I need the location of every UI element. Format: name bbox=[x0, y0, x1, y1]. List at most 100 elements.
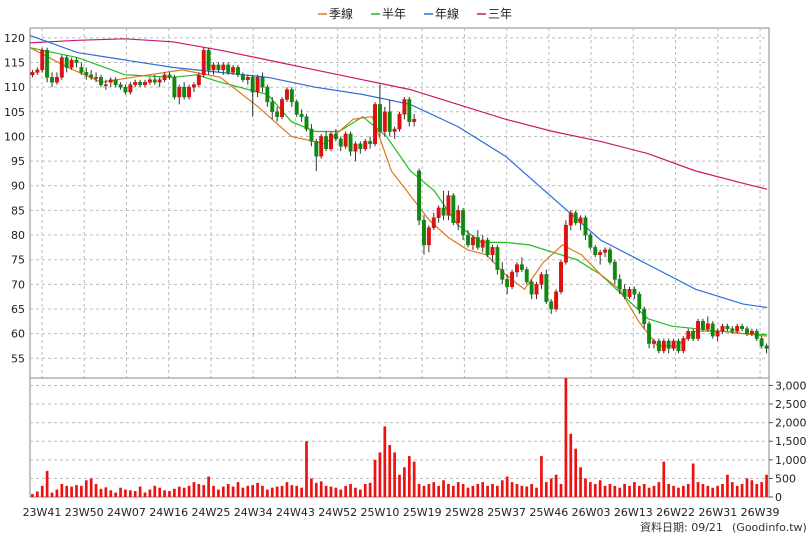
candle-body bbox=[392, 128, 397, 132]
volume-bar bbox=[432, 482, 436, 497]
candle-body bbox=[475, 237, 480, 248]
volume-bar bbox=[153, 485, 157, 497]
volume-bar bbox=[314, 482, 318, 497]
volume-bar bbox=[461, 483, 465, 497]
volume-bar bbox=[187, 485, 191, 497]
volume-bar bbox=[544, 482, 548, 497]
candle-body bbox=[612, 261, 617, 280]
volume-bar bbox=[417, 483, 421, 497]
volume-bar bbox=[173, 488, 176, 497]
volume-bar bbox=[515, 483, 519, 497]
volume-bar bbox=[633, 482, 636, 497]
x-tick-label: 24W43 bbox=[276, 506, 315, 519]
volume-bar bbox=[574, 448, 578, 497]
volume-bar bbox=[677, 487, 680, 497]
candle-body bbox=[187, 86, 192, 98]
volume-tick-label: 2,000 bbox=[775, 417, 807, 430]
candle-body bbox=[64, 57, 69, 68]
volume-bar bbox=[221, 486, 225, 497]
candle-body bbox=[402, 99, 407, 115]
candle-body bbox=[275, 111, 280, 117]
candle-body bbox=[40, 49, 45, 71]
x-tick-label: 24W34 bbox=[234, 506, 273, 519]
volume-bar bbox=[403, 467, 406, 497]
volume-bar bbox=[579, 467, 582, 497]
x-tick-label: 25W10 bbox=[360, 506, 399, 519]
volume-bar bbox=[598, 480, 602, 497]
candle-body bbox=[681, 338, 686, 352]
candle-body bbox=[735, 325, 740, 332]
candle-body bbox=[436, 207, 441, 219]
candle-body bbox=[627, 289, 632, 297]
candle-body bbox=[377, 104, 382, 132]
volume-bar bbox=[451, 485, 455, 497]
price-tick-label: 70 bbox=[11, 278, 25, 291]
volume-bar bbox=[290, 485, 294, 497]
candle-body bbox=[676, 340, 681, 352]
candle-body bbox=[510, 271, 515, 288]
volume-bar bbox=[456, 482, 460, 497]
volume-bar bbox=[466, 487, 470, 497]
volume-bar bbox=[133, 491, 137, 497]
price-tick-label: 115 bbox=[4, 57, 25, 70]
candle-body bbox=[607, 249, 612, 263]
volume-bar bbox=[398, 474, 401, 497]
volume-tick-label: 0 bbox=[775, 491, 782, 504]
candle-body bbox=[319, 136, 324, 157]
x-tick-label: 26W22 bbox=[656, 506, 695, 519]
candle-body bbox=[260, 77, 265, 88]
volume-bar bbox=[300, 487, 303, 497]
candle-body bbox=[549, 301, 554, 310]
x-tick-label: 24W07 bbox=[107, 506, 146, 519]
volume-tick-label: 1,000 bbox=[775, 454, 807, 467]
candle-body bbox=[348, 133, 353, 152]
candle-body bbox=[725, 325, 730, 329]
volume-bar bbox=[672, 485, 675, 497]
candle-body bbox=[656, 340, 661, 352]
volume-bar bbox=[45, 470, 49, 497]
candle-body bbox=[69, 59, 74, 68]
candle-body bbox=[573, 212, 578, 223]
candle-body bbox=[231, 67, 236, 73]
candle-body bbox=[671, 340, 676, 349]
candle-body bbox=[54, 77, 59, 83]
candle-body bbox=[554, 291, 559, 310]
candle-body bbox=[236, 67, 240, 76]
volume-bar bbox=[192, 482, 196, 497]
candle-body bbox=[588, 234, 593, 248]
candle-body bbox=[118, 84, 123, 88]
candle-body bbox=[485, 239, 490, 256]
candle-body bbox=[578, 217, 583, 223]
candle-body bbox=[583, 217, 588, 236]
candle-body bbox=[534, 284, 539, 295]
candle-body bbox=[661, 340, 666, 352]
candle-body bbox=[524, 269, 529, 283]
candle-body bbox=[441, 207, 446, 216]
candle-body bbox=[177, 86, 182, 98]
ma-line-2 bbox=[29, 47, 768, 336]
candle-body bbox=[559, 261, 563, 292]
candle-body bbox=[764, 345, 769, 349]
x-tick-label: 25W46 bbox=[529, 506, 568, 519]
candle-body bbox=[196, 74, 201, 85]
footer-source: (Goodinfo.tw) bbox=[732, 521, 807, 534]
volume-bar bbox=[652, 485, 656, 497]
volume-bar bbox=[486, 485, 489, 497]
candle-body bbox=[79, 67, 84, 73]
volume-bar bbox=[613, 485, 617, 497]
candle-body bbox=[461, 210, 466, 236]
volume-bar bbox=[334, 487, 338, 497]
candle-body bbox=[696, 321, 700, 339]
candle-body bbox=[138, 81, 143, 85]
candle-body bbox=[759, 338, 764, 347]
candle-body bbox=[652, 340, 656, 344]
candle-body bbox=[329, 133, 333, 150]
candle-body bbox=[338, 138, 343, 147]
price-tick-label: 85 bbox=[11, 204, 25, 217]
x-axis-ticks: 23W41 23W50 24W07 24W16 24W25 24W34 24W43 24W52… bbox=[23, 506, 780, 519]
volume-bar bbox=[726, 474, 729, 497]
candle-body bbox=[216, 64, 221, 71]
volume-bar bbox=[75, 485, 78, 497]
volume-bar bbox=[241, 487, 245, 497]
